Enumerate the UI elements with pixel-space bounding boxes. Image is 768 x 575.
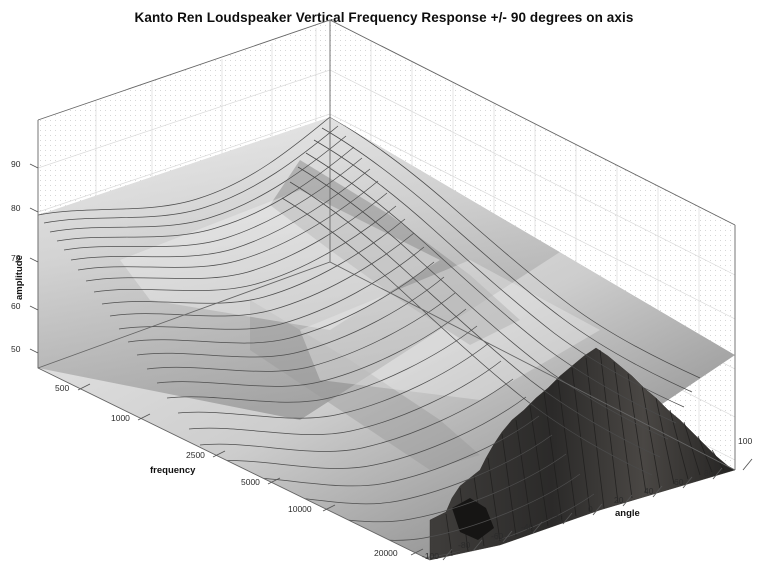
frequency-tick-2500: 2500 xyxy=(186,450,205,460)
axis-box-outline xyxy=(37,19,736,561)
frequency-tick-marks xyxy=(77,383,424,556)
amplitude-tick-90: 90 xyxy=(11,159,21,169)
angle-tick-80: 80 xyxy=(704,468,714,478)
amplitude-tick-60: 60 xyxy=(11,301,21,311)
angle-tick--40: -40 xyxy=(521,522,534,532)
angle-tick-20: 20 xyxy=(614,495,624,505)
angle-tick--60: -60 xyxy=(491,531,504,541)
surface-highfreq-skirt xyxy=(429,347,736,561)
amplitude-tick-80: 80 xyxy=(11,203,21,213)
frequency-tick-500: 500 xyxy=(55,383,70,393)
frequency-tick-5000: 5000 xyxy=(241,477,260,487)
angle-tick-40: 40 xyxy=(644,486,654,496)
angle-tick--20: -20 xyxy=(551,513,564,523)
angle-tick-0: 0 xyxy=(588,504,593,514)
frequency-axis-label: frequency xyxy=(150,465,196,476)
amplitude-tick-50: 50 xyxy=(11,344,21,354)
angle-axis-label: angle xyxy=(615,508,640,519)
frequency-tick-10000: 10000 xyxy=(288,504,312,514)
frequency-tick-1000: 1000 xyxy=(111,413,130,423)
surface-mesh-lines-right xyxy=(281,117,701,476)
angle-tick-60: 60 xyxy=(674,477,684,487)
frequency-tick-20000: 20000 xyxy=(374,548,398,558)
angle-tick--100: -100 xyxy=(422,551,440,561)
chart-title: Kanto Ren Loudspeaker Vertical Frequency… xyxy=(134,10,634,25)
angle-tick--80: -80 xyxy=(458,540,471,550)
angle-tick-marks xyxy=(442,458,753,561)
amplitude-tick-70: 70 xyxy=(11,253,21,263)
amplitude-tick-marks xyxy=(29,163,39,354)
angle-tick-100: 100 xyxy=(738,436,753,446)
